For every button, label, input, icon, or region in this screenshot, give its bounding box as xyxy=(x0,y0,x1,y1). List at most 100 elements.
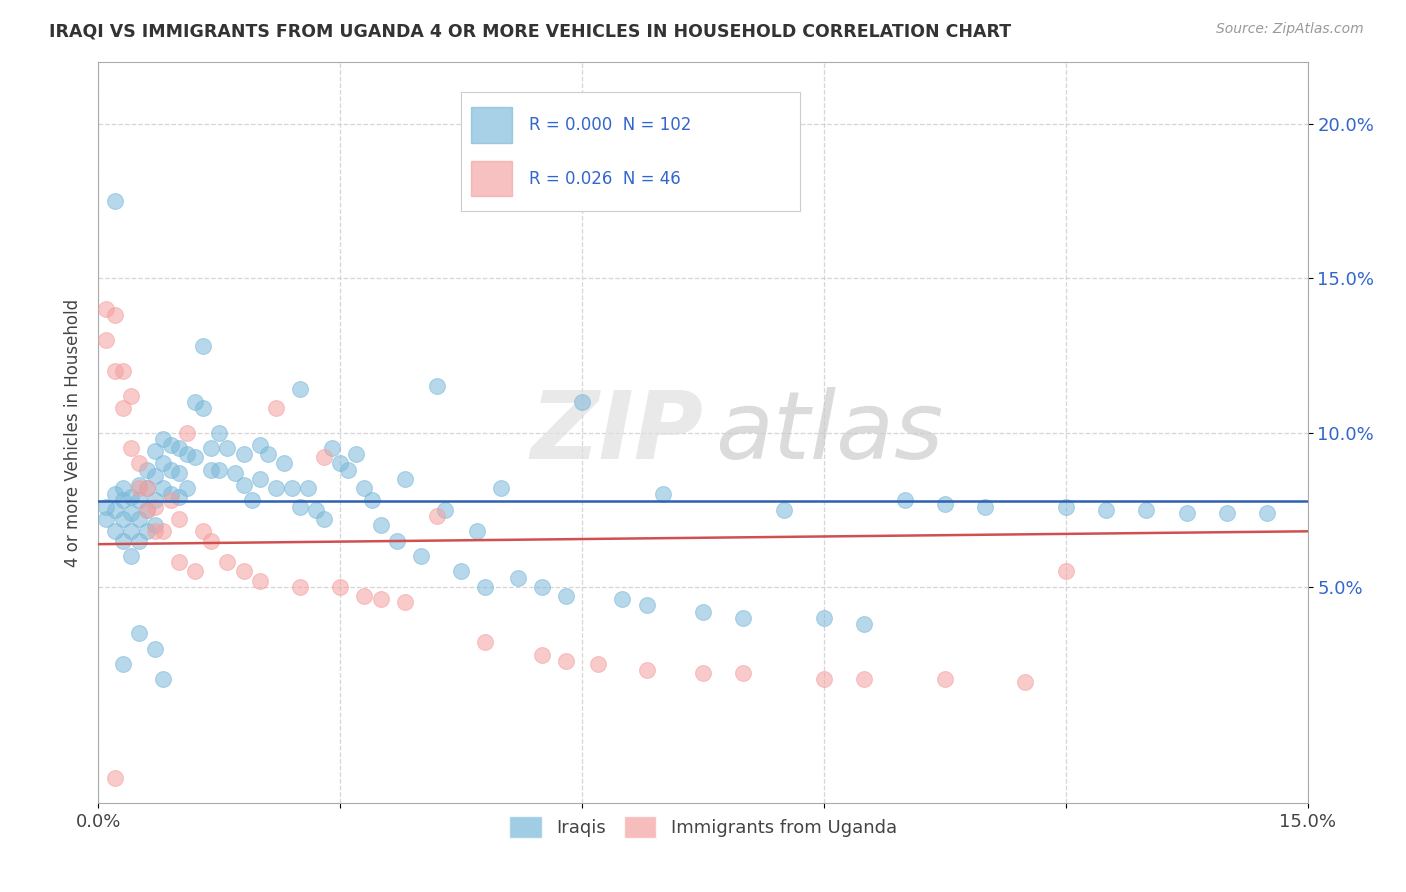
Point xyxy=(135,481,157,495)
Point xyxy=(143,524,166,539)
Point xyxy=(128,478,150,492)
Point xyxy=(353,589,375,603)
Point xyxy=(249,438,271,452)
Point xyxy=(288,383,311,397)
Point xyxy=(160,487,183,501)
Point xyxy=(120,491,142,505)
Point xyxy=(128,493,150,508)
Point xyxy=(273,457,295,471)
Point xyxy=(465,524,488,539)
Point xyxy=(176,481,198,495)
Legend: Iraqis, Immigrants from Uganda: Iraqis, Immigrants from Uganda xyxy=(502,809,904,846)
Point xyxy=(474,580,496,594)
Point xyxy=(337,462,360,476)
Point xyxy=(692,666,714,681)
Point xyxy=(143,518,166,533)
Point xyxy=(394,472,416,486)
Point xyxy=(120,549,142,563)
Point xyxy=(1014,675,1036,690)
Point xyxy=(1256,506,1278,520)
Point xyxy=(426,379,449,393)
Point xyxy=(135,502,157,516)
Point xyxy=(612,592,634,607)
Point xyxy=(160,493,183,508)
Point xyxy=(96,333,118,347)
Point xyxy=(853,616,876,631)
Point xyxy=(103,524,125,539)
Point xyxy=(208,462,231,476)
Point xyxy=(176,447,198,461)
Point xyxy=(193,401,215,415)
Point xyxy=(128,481,150,495)
Point xyxy=(200,462,222,476)
Point xyxy=(167,555,190,569)
Point xyxy=(450,565,472,579)
Point xyxy=(128,512,150,526)
Point xyxy=(297,481,319,495)
Point xyxy=(288,500,311,514)
Point xyxy=(143,500,166,514)
Point xyxy=(167,512,190,526)
Text: Source: ZipAtlas.com: Source: ZipAtlas.com xyxy=(1216,22,1364,37)
Point xyxy=(1135,502,1157,516)
Point xyxy=(361,493,384,508)
Point xyxy=(120,524,142,539)
Point xyxy=(249,472,271,486)
Point xyxy=(571,394,593,409)
Point xyxy=(128,533,150,548)
Point xyxy=(491,481,513,495)
Point xyxy=(813,610,835,624)
Point xyxy=(232,478,254,492)
Point xyxy=(586,657,609,671)
Text: IRAQI VS IMMIGRANTS FROM UGANDA 4 OR MORE VEHICLES IN HOUSEHOLD CORRELATION CHAR: IRAQI VS IMMIGRANTS FROM UGANDA 4 OR MOR… xyxy=(49,22,1011,40)
Point xyxy=(152,524,174,539)
Point xyxy=(176,425,198,440)
Point xyxy=(1175,506,1198,520)
Point xyxy=(651,487,673,501)
Point xyxy=(288,580,311,594)
Point xyxy=(111,512,134,526)
Point xyxy=(329,457,352,471)
Point xyxy=(636,599,658,613)
Point xyxy=(152,432,174,446)
Point xyxy=(853,673,876,687)
Point xyxy=(434,502,457,516)
Point xyxy=(692,605,714,619)
Point xyxy=(530,580,553,594)
Point xyxy=(184,394,207,409)
Point xyxy=(1054,500,1077,514)
Point xyxy=(111,364,134,378)
Point xyxy=(160,462,183,476)
Point xyxy=(143,641,166,656)
Point xyxy=(184,565,207,579)
Point xyxy=(111,401,134,415)
Point xyxy=(305,502,328,516)
Y-axis label: 4 or more Vehicles in Household: 4 or more Vehicles in Household xyxy=(63,299,82,566)
Point xyxy=(160,438,183,452)
Point xyxy=(135,524,157,539)
Point xyxy=(120,388,142,402)
Point xyxy=(974,500,997,514)
Point xyxy=(370,518,392,533)
Point xyxy=(370,592,392,607)
Point xyxy=(217,441,239,455)
Point xyxy=(314,512,336,526)
Point xyxy=(103,487,125,501)
Point xyxy=(128,457,150,471)
Point xyxy=(96,512,118,526)
Point xyxy=(813,673,835,687)
Point xyxy=(135,462,157,476)
Point xyxy=(143,493,166,508)
Point xyxy=(143,468,166,483)
Point xyxy=(733,610,755,624)
Point xyxy=(385,533,408,548)
Point xyxy=(128,626,150,640)
Point xyxy=(96,500,118,514)
Point xyxy=(103,194,125,209)
Point xyxy=(506,571,529,585)
Point xyxy=(111,657,134,671)
Text: atlas: atlas xyxy=(716,387,943,478)
Point xyxy=(530,648,553,662)
Point xyxy=(167,441,190,455)
Point xyxy=(135,481,157,495)
